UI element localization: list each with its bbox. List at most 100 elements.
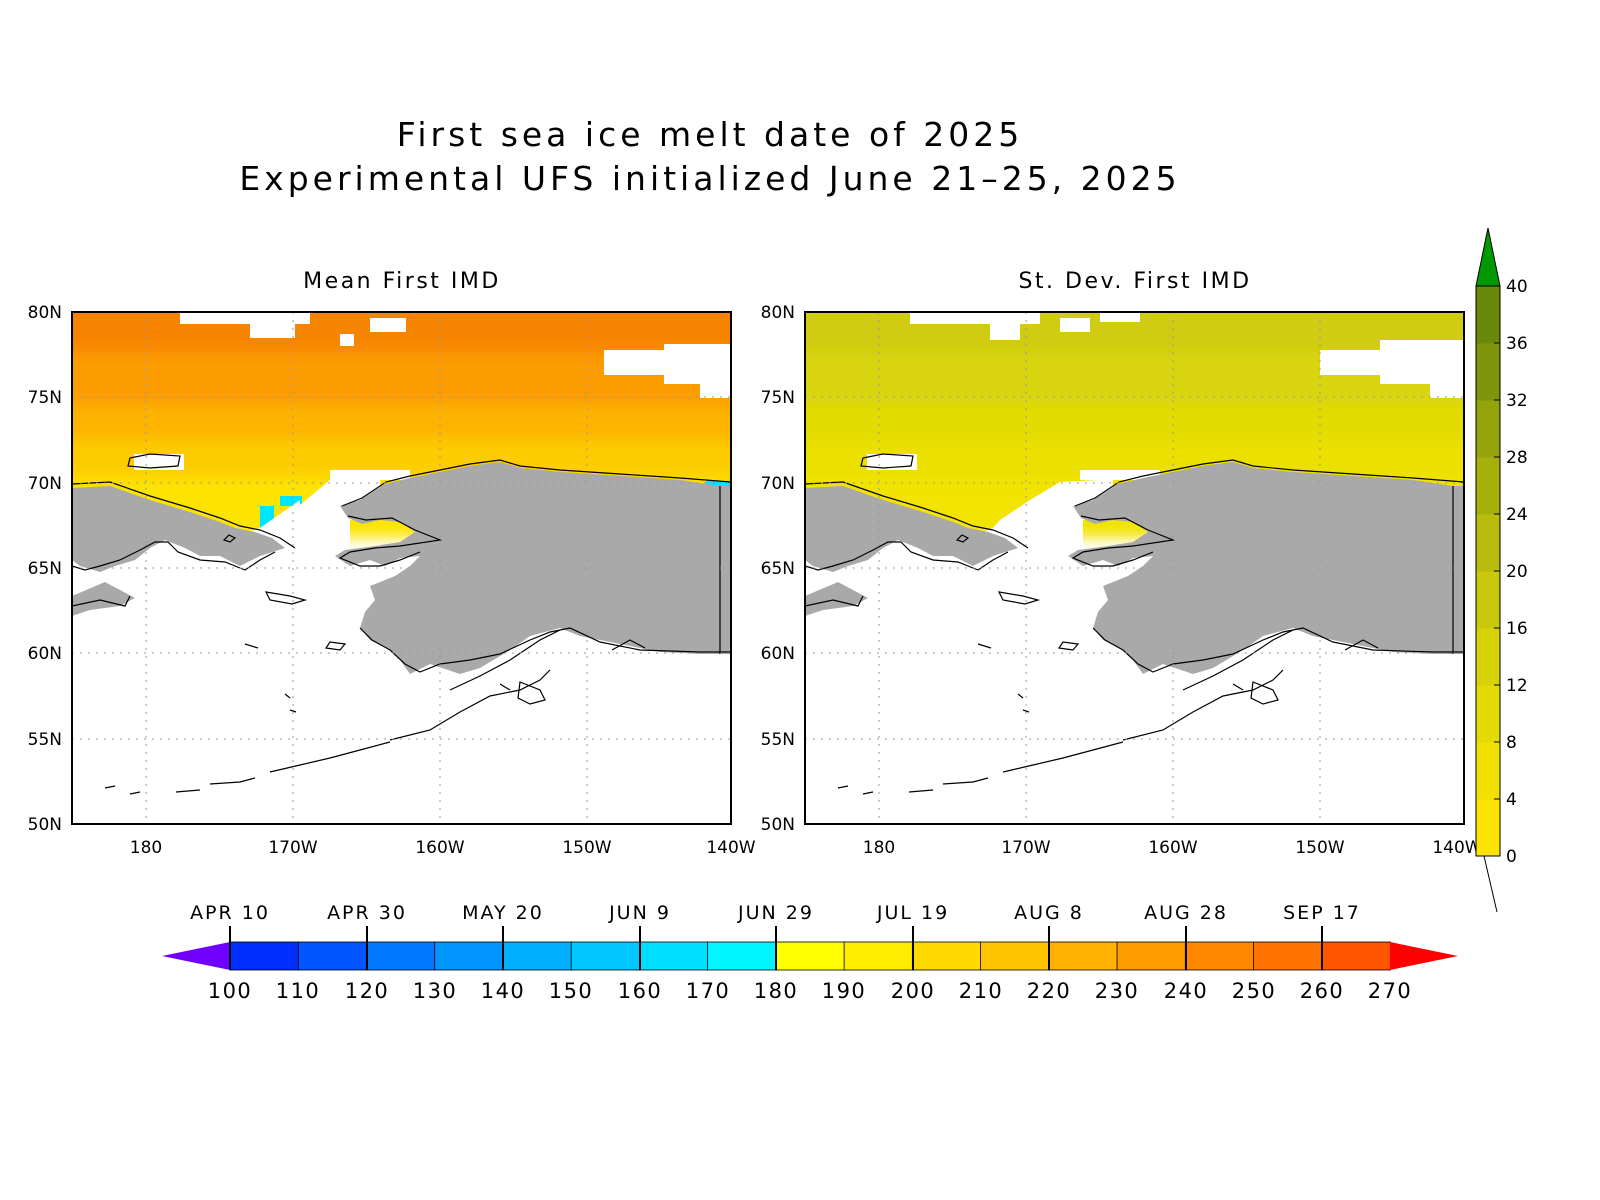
- colorbar-value-label: 270: [1368, 979, 1413, 1003]
- panel-title: St. Dev. First IMD: [1018, 269, 1251, 294]
- vertical-colorbar: 40 36 32 28 24 20 16 12 8 4 0: [1475, 227, 1528, 913]
- colorbar-labels: 40 36 32 28 24 20 16 12 8 4 0: [1506, 277, 1528, 867]
- colorbar-value-label: 100: [208, 979, 253, 1003]
- colorbar-label: 16: [1506, 619, 1528, 639]
- landmass-alaska: [1068, 462, 1464, 674]
- colorbar-segment: [502, 941, 573, 971]
- colorbar-label: 28: [1506, 448, 1528, 468]
- lat-tick-label: 65N: [28, 559, 62, 579]
- horizontal-colorbar: APR 10 APR 30 MAY 20 JUN 9 JUN 29 JUL 19…: [162, 902, 1458, 1003]
- lon-tick-label: 140W: [1432, 838, 1481, 858]
- figure-title-line-2: Experimental UFS initialized June 21–25,…: [239, 159, 1180, 198]
- colorbar-segment: [707, 941, 777, 971]
- colorbar-value-label: 240: [1164, 979, 1209, 1003]
- colorbar-segment: [297, 941, 368, 971]
- colorbar-label: 32: [1506, 391, 1528, 411]
- colorbar-segment: [1184, 941, 1255, 971]
- colorbar-segment: [980, 941, 1050, 971]
- colorbar-value-label: 220: [1027, 979, 1072, 1003]
- lat-tick-labels: 80N 75N 70N 65N 60N 55N 50N: [28, 303, 62, 835]
- lat-tick-label: 70N: [761, 474, 795, 494]
- lat-tick-label: 50N: [761, 815, 795, 835]
- lat-tick-label: 65N: [761, 559, 795, 579]
- colorbar-segment: [1476, 286, 1500, 344]
- colorbar-under-triangle: [162, 942, 230, 970]
- lat-tick-labels: 80N 75N 70N 65N 60N 55N 50N: [761, 303, 795, 835]
- colorbar-segment: [1476, 343, 1500, 401]
- colorbar-value-label: 180: [754, 979, 799, 1003]
- map-frame: [804, 311, 1465, 825]
- open-water: [72, 640, 731, 824]
- colorbar-value-label: 110: [276, 979, 321, 1003]
- colorbar-segment: [1048, 941, 1118, 971]
- colorbar-segment: [1476, 799, 1500, 857]
- colorbar-value-label: 210: [959, 979, 1004, 1003]
- panel-title: Mean First IMD: [303, 269, 501, 294]
- lat-tick-label: 60N: [28, 644, 62, 664]
- colorbar-date-label: AUG 8: [1014, 902, 1084, 924]
- lon-tick-label: 170W: [268, 838, 317, 858]
- open-water: [805, 640, 1464, 824]
- lat-tick-label: 70N: [28, 474, 62, 494]
- colorbar-segment: [1476, 457, 1500, 515]
- colorbar-segments: [229, 941, 1391, 971]
- colorbar-date-label: JUN 29: [737, 902, 814, 924]
- colorbar-segment: [1476, 400, 1500, 458]
- colorbar-segment: [1476, 742, 1500, 800]
- colorbar-value-label: 150: [549, 979, 594, 1003]
- colorbar-segment: [1476, 685, 1500, 743]
- colorbar-label: 24: [1506, 505, 1528, 525]
- colorbar-label: 36: [1506, 334, 1528, 354]
- landmass-chukotka: [72, 486, 285, 572]
- colorbar-value-label: 120: [345, 979, 390, 1003]
- colorbar-label: 40: [1506, 277, 1528, 297]
- colorbar-segment: [1476, 571, 1500, 629]
- lat-tick-label: 60N: [761, 644, 795, 664]
- colorbar-pointer: [1483, 855, 1498, 913]
- colorbar-date-label: APR 30: [327, 902, 407, 924]
- early-melt-patch: [280, 496, 302, 506]
- colorbar-date-label: APR 10: [190, 902, 270, 924]
- graticule: [805, 312, 1464, 824]
- colorbar-value-label: 190: [822, 979, 867, 1003]
- colorbar-label: 4: [1506, 790, 1517, 810]
- colorbar-over-triangle: [1390, 942, 1458, 970]
- colorbar-segment: [229, 941, 300, 971]
- colorbar-date-labels: APR 10 APR 30 MAY 20 JUN 9 JUN 29 JUL 19…: [190, 902, 1361, 924]
- lat-tick-label: 50N: [28, 815, 62, 835]
- colorbar-segment: [1253, 941, 1323, 971]
- colorbar-segment: [843, 941, 914, 971]
- landmass-chukotka-south: [72, 582, 135, 616]
- coastline: [72, 453, 731, 795]
- colorbar-segment: [434, 941, 504, 971]
- lon-tick-label: 160W: [1148, 838, 1197, 858]
- colorbar-label: 20: [1506, 562, 1528, 582]
- map-frame: [71, 311, 732, 825]
- colorbar-segment: [639, 941, 709, 971]
- colorbar-value-label: 160: [618, 979, 663, 1003]
- colorbar-over-triangle: [1475, 227, 1501, 287]
- lon-tick-label: 140W: [706, 838, 755, 858]
- colorbar-date-label: SEP 17: [1283, 902, 1361, 924]
- colorbar-segment: [570, 941, 641, 971]
- lon-tick-label: 150W: [562, 838, 611, 858]
- panel-st-dev-first-imd: St. Dev. First IMD: [761, 269, 1482, 858]
- colorbar-segment: [366, 941, 436, 971]
- colorbar-date-label: JUN 9: [608, 902, 671, 924]
- lat-tick-label: 80N: [761, 303, 795, 323]
- lat-tick-label: 80N: [28, 303, 62, 323]
- no-data-region: [867, 312, 1464, 480]
- colorbar-segment: [911, 941, 982, 971]
- lat-tick-label: 75N: [28, 388, 62, 408]
- colorbar-segment: [1321, 941, 1391, 971]
- colorbar-frame: [1475, 285, 1501, 857]
- colorbar-label: 0: [1506, 847, 1517, 867]
- colorbar-segment: [1476, 514, 1500, 572]
- colorbar-segment: [1116, 941, 1187, 971]
- lon-tick-label: 160W: [415, 838, 464, 858]
- panel-mean-first-imd: Mean First IMD: [28, 269, 756, 858]
- colorbar-date-label: JUL 19: [876, 902, 949, 924]
- colorbar-value-label: 130: [413, 979, 458, 1003]
- colorbar-value-label: 200: [891, 979, 936, 1003]
- coastline: [805, 453, 1464, 795]
